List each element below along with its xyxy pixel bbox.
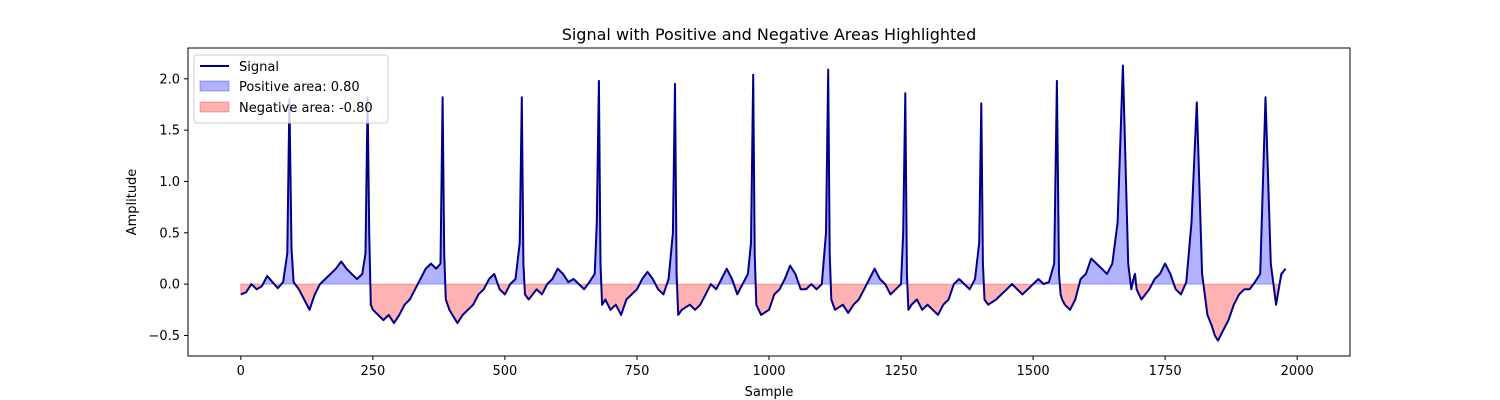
y-tick-label: 0.0 xyxy=(159,278,180,293)
x-axis-label: Sample xyxy=(745,385,794,400)
x-tick-label: 250 xyxy=(360,364,385,379)
y-tick-label: −0.5 xyxy=(148,329,180,344)
y-tick-label: 0.5 xyxy=(159,226,180,241)
y-axis-label: Amplitude xyxy=(125,169,140,236)
y-tick-label: 2.0 xyxy=(159,72,180,87)
x-tick-label: 0 xyxy=(237,364,245,379)
fill-layer xyxy=(240,65,1286,342)
legend-positive-label: Positive area: 0.80 xyxy=(239,80,360,95)
chart-title: Signal with Positive and Negative Areas … xyxy=(562,25,977,44)
legend-negative-label: Negative area: -0.80 xyxy=(239,101,373,116)
x-tick-label: 2000 xyxy=(1281,364,1314,379)
legend: Signal Positive area: 0.80 Negative area… xyxy=(193,54,389,124)
x-tick-label: 1500 xyxy=(1017,364,1050,379)
y-tick-label: 1.0 xyxy=(159,175,180,190)
signal-line xyxy=(240,64,1287,342)
legend-negative-swatch xyxy=(199,101,230,113)
x-tick-label: 1250 xyxy=(884,364,917,379)
x-tick-label: 1000 xyxy=(752,364,785,379)
y-tick-label: 1.5 xyxy=(159,124,180,139)
x-axis-ticks: 0 250 500 750 1000 1250 1500 1750 2000 xyxy=(237,356,1314,379)
positive-area-fill xyxy=(262,65,1286,285)
x-tick-label: 750 xyxy=(625,364,650,379)
x-tick-label: 500 xyxy=(492,364,517,379)
legend-signal-label: Signal xyxy=(239,60,279,75)
legend-box xyxy=(193,54,389,124)
x-tick-label: 1750 xyxy=(1149,364,1182,379)
y-axis-ticks: −0.5 0.0 0.5 1.0 1.5 2.0 xyxy=(148,72,188,344)
legend-positive-swatch xyxy=(199,80,230,92)
plot-frame xyxy=(187,47,1351,357)
